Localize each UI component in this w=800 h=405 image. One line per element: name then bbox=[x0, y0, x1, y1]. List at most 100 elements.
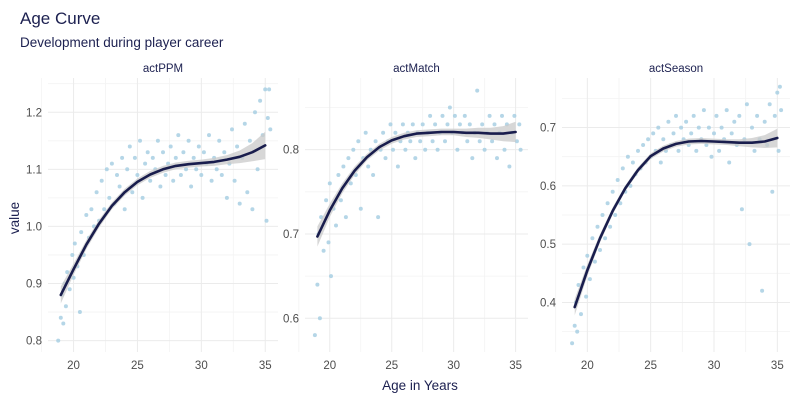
data-point bbox=[694, 148, 699, 153]
data-point bbox=[676, 148, 681, 153]
data-point bbox=[512, 113, 517, 118]
data-point bbox=[691, 113, 696, 118]
data-point bbox=[467, 122, 472, 127]
data-point bbox=[84, 213, 89, 217]
data-point bbox=[117, 184, 122, 189]
data-point bbox=[507, 164, 512, 169]
data-point bbox=[135, 173, 140, 177]
data-point bbox=[465, 139, 470, 144]
data-point bbox=[268, 127, 273, 132]
data-point bbox=[585, 253, 590, 258]
data-point bbox=[326, 240, 331, 245]
data-point bbox=[762, 119, 767, 124]
y-tick-label: 0.5 bbox=[540, 239, 556, 251]
y-tick-label: 0.6 bbox=[283, 313, 299, 325]
data-point bbox=[772, 113, 777, 118]
data-point bbox=[760, 288, 765, 293]
data-point bbox=[178, 173, 183, 177]
data-point bbox=[684, 119, 689, 124]
data-point bbox=[595, 224, 600, 229]
confidence-ribbon bbox=[60, 131, 266, 304]
data-point bbox=[737, 113, 742, 118]
data-point bbox=[168, 144, 173, 149]
data-point bbox=[410, 122, 415, 127]
x-tick-label: 35 bbox=[771, 360, 784, 372]
data-point bbox=[317, 316, 322, 321]
facet-panels: actPPM 20 25 30 35 0.8 0.9 1.0 1.1 1.2 actMatch 20 2… bbox=[26, 63, 790, 372]
x-tick-label: 25 bbox=[131, 360, 144, 372]
data-point bbox=[67, 287, 72, 292]
data-point bbox=[674, 113, 678, 118]
data-point bbox=[514, 139, 519, 144]
data-point bbox=[161, 150, 165, 155]
data-point bbox=[600, 213, 605, 217]
data-point bbox=[184, 167, 188, 172]
data-point bbox=[770, 189, 775, 194]
data-point bbox=[56, 338, 61, 343]
chart-subtitle: Development during player career bbox=[20, 35, 224, 50]
data-point bbox=[89, 207, 94, 212]
data-point bbox=[366, 164, 371, 169]
data-point bbox=[127, 144, 132, 149]
panel-label: actMatch bbox=[393, 63, 440, 75]
data-point bbox=[689, 131, 694, 136]
data-point bbox=[334, 223, 338, 228]
data-point bbox=[176, 133, 181, 138]
data-point bbox=[658, 160, 663, 165]
confidence-ribbon bbox=[574, 128, 778, 316]
data-point bbox=[247, 138, 252, 143]
data-point bbox=[443, 139, 447, 144]
y-tick-label: 0.4 bbox=[540, 297, 557, 309]
data-point bbox=[61, 321, 66, 326]
data-point bbox=[480, 122, 485, 127]
data-point bbox=[598, 248, 602, 252]
data-point bbox=[752, 148, 757, 153]
x-tick-label: 30 bbox=[447, 360, 460, 372]
data-point bbox=[58, 315, 63, 320]
data-point bbox=[171, 178, 176, 183]
data-point bbox=[775, 90, 780, 95]
data-point bbox=[400, 122, 405, 127]
data-point bbox=[630, 160, 635, 165]
data-point bbox=[209, 178, 214, 183]
data-point bbox=[712, 131, 716, 136]
data-point bbox=[125, 167, 130, 172]
data-point bbox=[201, 150, 206, 155]
data-point bbox=[755, 113, 760, 118]
data-point bbox=[388, 122, 393, 127]
data-point bbox=[747, 242, 752, 247]
facet-panel-actSeason: actSeason 20 25 30 35 0.4 0.5 0.6 0.7 bbox=[540, 63, 790, 372]
data-point bbox=[224, 195, 229, 200]
data-point bbox=[428, 113, 433, 118]
data-point bbox=[613, 213, 618, 217]
data-point bbox=[701, 108, 706, 113]
y-tick-label: 0.7 bbox=[283, 229, 299, 241]
data-point bbox=[219, 173, 224, 177]
x-axis-label: Age in Years bbox=[382, 378, 458, 393]
data-point bbox=[452, 113, 457, 118]
data-point bbox=[148, 178, 153, 183]
data-point bbox=[709, 154, 714, 159]
y-tick-label: 0.7 bbox=[540, 123, 556, 135]
data-point bbox=[158, 184, 163, 189]
panel-label: actSeason bbox=[649, 63, 703, 75]
y-tick-label: 0.6 bbox=[540, 181, 556, 193]
data-point bbox=[584, 294, 589, 299]
data-point bbox=[122, 207, 127, 212]
data-point bbox=[462, 113, 467, 118]
data-point bbox=[679, 125, 684, 130]
data-point bbox=[608, 224, 613, 229]
data-point bbox=[371, 173, 376, 177]
data-point bbox=[338, 198, 343, 203]
data-point bbox=[336, 173, 341, 177]
data-point bbox=[418, 139, 423, 144]
y-tick-label: 1.2 bbox=[26, 107, 42, 119]
data-point bbox=[423, 147, 428, 152]
data-point bbox=[572, 323, 577, 328]
data-point bbox=[714, 113, 719, 118]
data-point bbox=[403, 147, 408, 152]
data-point bbox=[610, 189, 615, 194]
data-point bbox=[646, 137, 651, 142]
data-point bbox=[477, 139, 482, 144]
